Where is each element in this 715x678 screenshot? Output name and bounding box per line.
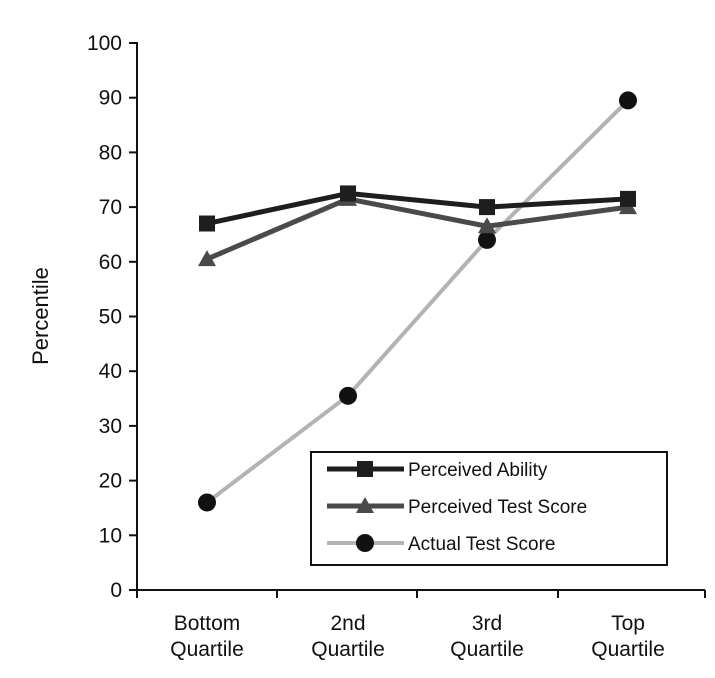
legend-item-perceived-ability: Perceived Ability <box>327 460 548 481</box>
legend-item-perceived-test-score: Perceived Test Score <box>327 497 587 518</box>
data-point-actual-test-score <box>619 91 637 110</box>
legend-marker <box>356 534 374 552</box>
y-axis-title: Percentile <box>28 267 53 365</box>
series-perceived-ability <box>199 185 636 232</box>
legend: Perceived Ability Perceived Test Score Act… <box>310 451 668 566</box>
data-point-perceived-ability <box>479 199 495 216</box>
data-point-perceived-ability <box>340 185 356 202</box>
y-tick-label: 10 <box>99 524 122 547</box>
x-category-label: Bottom Quartile <box>170 612 244 661</box>
x-category-label: 2nd Quartile <box>311 612 385 661</box>
y-tick-label: 0 <box>110 579 122 602</box>
series-layer <box>198 91 637 512</box>
series-line-perceived-test-score <box>206 196 629 262</box>
y-tick-label: 50 <box>99 306 122 329</box>
legend-label: Actual Test Score <box>408 534 556 555</box>
x-category-label: 3rd Quartile <box>450 612 524 661</box>
data-point-perceived-test-score <box>478 217 496 234</box>
x-category-label: Top Quartile <box>591 612 665 661</box>
data-point-actual-test-score <box>198 493 216 512</box>
legend-label: Perceived Test Score <box>408 497 587 518</box>
y-tick-label: 80 <box>99 141 122 164</box>
data-point-perceived-ability <box>199 215 215 232</box>
data-point-perceived-test-score <box>198 250 216 267</box>
series-actual-test-score <box>198 91 637 512</box>
y-tick-label: 40 <box>99 360 122 383</box>
series-line-actual-test-score <box>205 99 630 505</box>
legend-marker <box>357 461 373 477</box>
x-ticks: Bottom Quartile 2nd Quartile 3rd Quartile Top Q… <box>136 590 706 661</box>
legend-marker <box>356 497 374 513</box>
y-tick-label: 90 <box>99 87 122 110</box>
y-tick-label: 100 <box>87 32 122 55</box>
legend-item-actual-test-score: Actual Test Score <box>327 534 556 555</box>
series-line-perceived-ability <box>206 190 629 226</box>
data-point-perceived-ability <box>620 190 636 207</box>
y-ticks: 0 10 20 30 40 50 60 70 80 90 100 <box>87 32 137 602</box>
y-tick-label: 60 <box>99 251 122 274</box>
y-tick-label: 70 <box>99 196 122 219</box>
data-point-actual-test-score <box>339 386 357 405</box>
legend-label: Perceived Ability <box>408 460 548 481</box>
y-tick-label: 20 <box>99 470 122 493</box>
data-point-actual-test-score <box>478 230 496 249</box>
y-tick-label: 30 <box>99 415 122 438</box>
